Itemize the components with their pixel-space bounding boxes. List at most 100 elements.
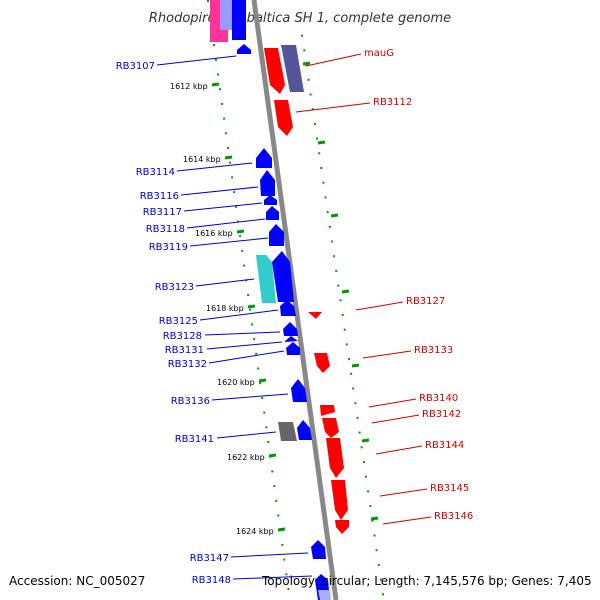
tick-dot — [356, 416, 359, 419]
tick-dot — [348, 358, 350, 361]
tick-dot — [324, 196, 327, 199]
gene-rb3128 — [283, 322, 298, 336]
tick-dot — [227, 147, 230, 149]
tick-dot — [337, 284, 340, 287]
tick-dot — [365, 475, 367, 478]
tick-dot — [341, 314, 344, 316]
tick-dot — [311, 108, 314, 111]
gene-rb3145 — [331, 480, 348, 520]
tick-dot — [360, 446, 363, 449]
gene-label: RB3142 — [422, 409, 461, 420]
kbp-label: 1620 kbp — [217, 378, 255, 387]
gene-rb3107-block — [232, 0, 246, 40]
gene-label: RB3116 — [140, 191, 179, 202]
gene-label: RB3144 — [425, 440, 464, 451]
gene-label: RB3133 — [414, 345, 453, 356]
tick-dot — [221, 102, 224, 105]
tick-dot — [328, 225, 331, 228]
gene-label: RB3147 — [190, 553, 229, 564]
tick-dot — [339, 299, 342, 302]
gene-rb3136 — [291, 379, 307, 402]
gene-label: RB3146 — [434, 511, 473, 522]
tick-dot — [326, 211, 329, 214]
right-labels: mauG RB3112 RB3127 RB3133 RB3140 RB3142 … — [364, 48, 473, 522]
gene-rb3125 — [280, 300, 296, 316]
gene-label: RB3107 — [116, 61, 155, 72]
tick-dot — [303, 49, 306, 52]
tick-dot — [249, 308, 252, 311]
kbp-label: 1624 kbp — [236, 527, 274, 536]
tick-dot — [371, 519, 374, 522]
kbp-label: 1618 kbp — [206, 304, 244, 313]
gene-label: RB3141 — [175, 434, 214, 445]
tick-dot — [271, 470, 274, 473]
tick-dot — [309, 93, 312, 96]
tick-dot — [333, 255, 336, 258]
kbp-label: 1614 kbp — [183, 155, 221, 164]
tick-dot — [330, 240, 333, 243]
tick-dot — [223, 117, 226, 120]
gene-rb3142 — [322, 418, 339, 438]
tick-dot — [313, 122, 316, 125]
gene-rb3119 — [269, 224, 284, 246]
gene-label: RB3128 — [163, 331, 202, 342]
tick-dot — [261, 396, 264, 399]
tick-dot — [225, 132, 228, 135]
gene-rb3148-lavender — [318, 590, 331, 600]
gene-label: RB3136 — [171, 396, 210, 407]
gene-label: RB3123 — [155, 282, 194, 293]
tick-dot — [213, 44, 215, 47]
tick-dot — [362, 461, 365, 463]
gene-rb3140 — [320, 405, 335, 416]
gene-label: RB3132 — [168, 359, 207, 370]
accession-text: Accession: NC_005027 — [9, 574, 145, 588]
tick-dot — [320, 167, 323, 169]
tick-dot — [215, 58, 217, 61]
tick-dot — [237, 220, 240, 223]
gene-maug — [264, 48, 285, 94]
kbp-labels: 1612 kbp 1614 kbp 1616 kbp 1618 kbp 1620… — [170, 82, 274, 536]
gene-rb3132 — [286, 342, 300, 355]
tick-dot — [229, 161, 232, 164]
tick-dot — [263, 411, 266, 414]
tick-dot — [243, 264, 246, 267]
tick-dot — [231, 176, 234, 179]
kbp-label: 1612 kbp — [170, 82, 208, 91]
tick-dot — [247, 294, 250, 296]
tick-dot — [239, 235, 242, 238]
tick-dot — [358, 431, 361, 434]
tick-dot — [301, 34, 304, 37]
gene-rb3147 — [311, 540, 326, 559]
genome-backbone — [251, 0, 339, 600]
tick-dot — [343, 328, 346, 331]
tick-dot — [335, 269, 338, 272]
forward-genes — [264, 45, 349, 534]
tick-dot — [251, 323, 254, 326]
map-title: Rhodopirellula baltica SH 1, complete ge… — [149, 11, 451, 26]
tick-dot — [350, 372, 353, 375]
gene-label: RB3112 — [373, 97, 412, 108]
tick-dot — [217, 73, 219, 76]
tick-dot — [367, 490, 370, 493]
gene-label: RB3127 — [406, 296, 445, 307]
gene-label: RB3131 — [165, 345, 204, 356]
kbp-label: 1616 kbp — [195, 229, 233, 238]
gene-rb3118 — [266, 206, 279, 220]
tick-dot — [257, 367, 260, 370]
tick-dot — [283, 558, 286, 561]
gene-label: RB3119 — [149, 242, 188, 253]
tick-dot — [281, 543, 284, 546]
gene-label: RB3114 — [136, 167, 175, 178]
left-leaders — [156, 55, 313, 580]
tick-dot — [273, 485, 276, 488]
tick-dot — [253, 338, 256, 341]
tick-dot — [377, 563, 380, 566]
tick-dot — [219, 88, 222, 91]
tick-dot — [322, 181, 325, 184]
tick-dot — [318, 152, 321, 155]
left-labels: RB3107 RB3114 RB3116 RB3117 RB3118 RB311… — [116, 61, 231, 586]
gene-rb3116 — [260, 170, 275, 196]
gene-rb3127 — [308, 312, 322, 319]
tick-dot — [305, 64, 308, 67]
